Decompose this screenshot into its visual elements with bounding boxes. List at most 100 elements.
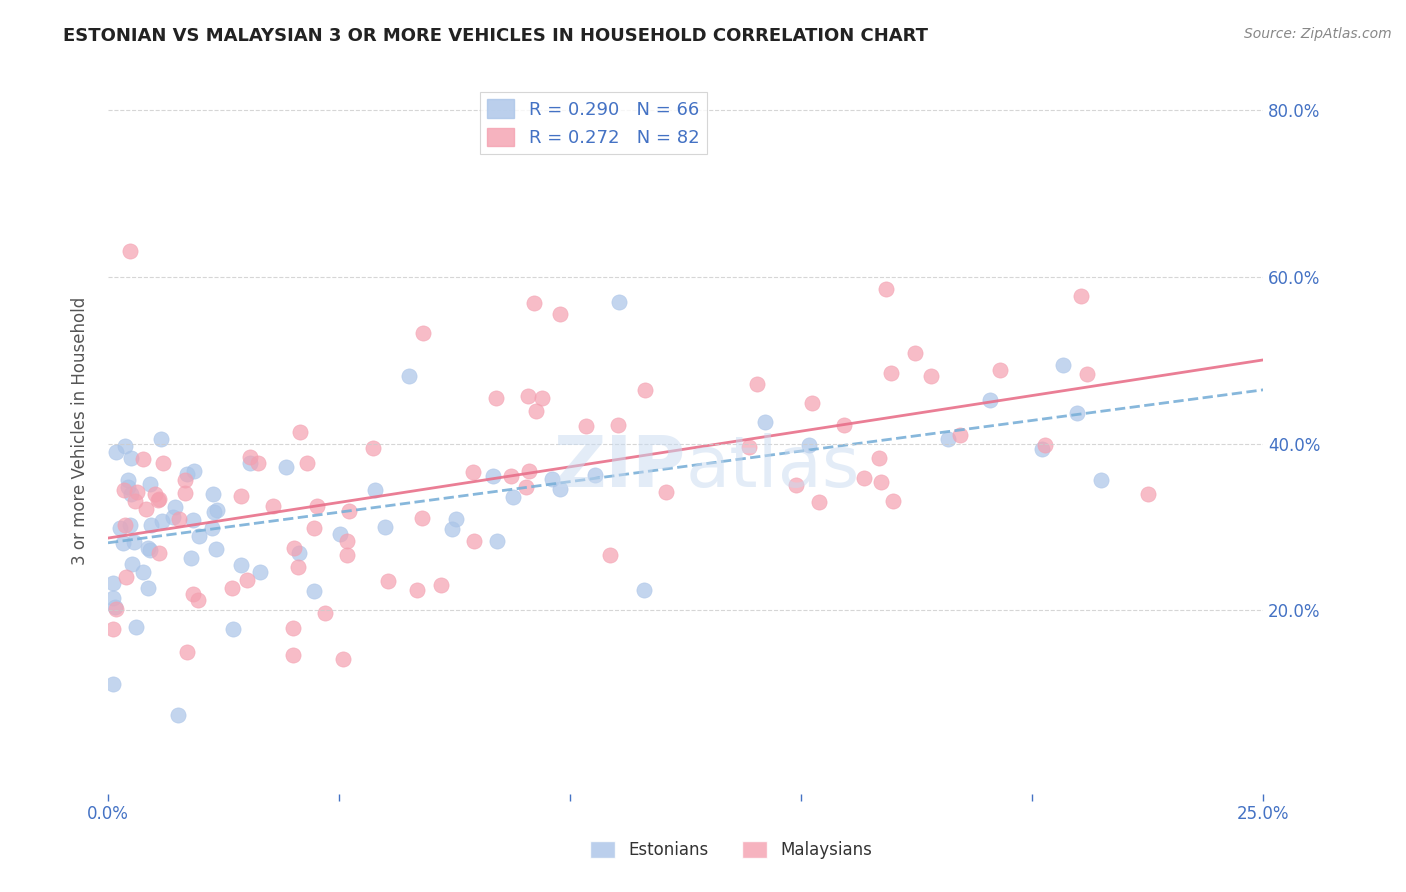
Point — [1076, 367, 1098, 381]
Point — [120, 487, 142, 501]
Point — [523, 296, 546, 310]
Point — [112, 483, 135, 497]
Point — [332, 651, 354, 665]
Point — [131, 566, 153, 580]
Point — [136, 541, 159, 555]
Point — [136, 582, 159, 596]
Point — [149, 432, 172, 446]
Point — [180, 550, 202, 565]
Point — [797, 438, 820, 452]
Point — [875, 282, 897, 296]
Point — [205, 541, 228, 556]
Point — [188, 529, 211, 543]
Point — [463, 534, 485, 549]
Point — [634, 384, 657, 398]
Point — [607, 295, 630, 310]
Point — [979, 393, 1001, 408]
Point — [124, 620, 146, 634]
Point — [377, 574, 399, 588]
Point — [145, 487, 167, 501]
Point — [150, 514, 173, 528]
Legend: R = 0.290   N = 66, R = 0.272   N = 82: R = 0.290 N = 66, R = 0.272 N = 82 — [479, 92, 707, 154]
Point — [239, 456, 262, 470]
Point — [1035, 438, 1057, 452]
Point — [336, 548, 359, 562]
Point — [163, 500, 186, 514]
Point — [337, 504, 360, 518]
Point — [583, 468, 606, 483]
Legend: Estonians, Malaysians: Estonians, Malaysians — [583, 834, 879, 866]
Point — [148, 492, 170, 507]
Point — [412, 326, 434, 341]
Point — [921, 369, 943, 384]
Point — [114, 440, 136, 454]
Point — [104, 599, 127, 614]
Point — [222, 622, 245, 636]
Point — [274, 460, 297, 475]
Point — [236, 573, 259, 587]
Point — [246, 456, 269, 470]
Text: Source: ZipAtlas.com: Source: ZipAtlas.com — [1244, 27, 1392, 41]
Point — [148, 546, 170, 560]
Point — [231, 558, 253, 572]
Point — [482, 468, 505, 483]
Point — [183, 464, 205, 478]
Point — [114, 517, 136, 532]
Point — [101, 576, 124, 591]
Point — [361, 442, 384, 456]
Point — [117, 473, 139, 487]
Point — [502, 490, 524, 504]
Point — [239, 450, 262, 464]
Point — [101, 591, 124, 605]
Point — [174, 486, 197, 500]
Point — [135, 501, 157, 516]
Point — [104, 445, 127, 459]
Point — [754, 415, 776, 429]
Text: ZIP: ZIP — [554, 433, 686, 502]
Point — [517, 465, 540, 479]
Point — [302, 521, 325, 535]
Point — [461, 466, 484, 480]
Point — [121, 557, 143, 571]
Point — [1090, 473, 1112, 487]
Text: atlas: atlas — [686, 433, 860, 502]
Point — [406, 582, 429, 597]
Point — [853, 471, 876, 485]
Point — [122, 534, 145, 549]
Point — [281, 621, 304, 635]
Point — [655, 485, 678, 500]
Point — [167, 707, 190, 722]
Point — [176, 645, 198, 659]
Point — [101, 622, 124, 636]
Point — [139, 542, 162, 557]
Point — [112, 536, 135, 550]
Point — [146, 493, 169, 508]
Point — [307, 500, 329, 514]
Point — [747, 376, 769, 391]
Point — [181, 587, 204, 601]
Point — [486, 533, 509, 548]
Point — [1070, 289, 1092, 303]
Point — [104, 601, 127, 615]
Point — [283, 541, 305, 555]
Point — [118, 517, 141, 532]
Point — [575, 418, 598, 433]
Point — [120, 244, 142, 259]
Point — [904, 346, 927, 360]
Point — [132, 452, 155, 467]
Point — [526, 404, 548, 418]
Point — [229, 489, 252, 503]
Point — [262, 499, 284, 513]
Point — [120, 450, 142, 465]
Point — [117, 479, 139, 493]
Point — [202, 505, 225, 519]
Point — [501, 468, 523, 483]
Point — [444, 512, 467, 526]
Point — [202, 486, 225, 500]
Point — [169, 512, 191, 526]
Point — [1137, 487, 1160, 501]
Point — [108, 521, 131, 535]
Point — [329, 526, 352, 541]
Point — [201, 521, 224, 535]
Point — [517, 389, 540, 403]
